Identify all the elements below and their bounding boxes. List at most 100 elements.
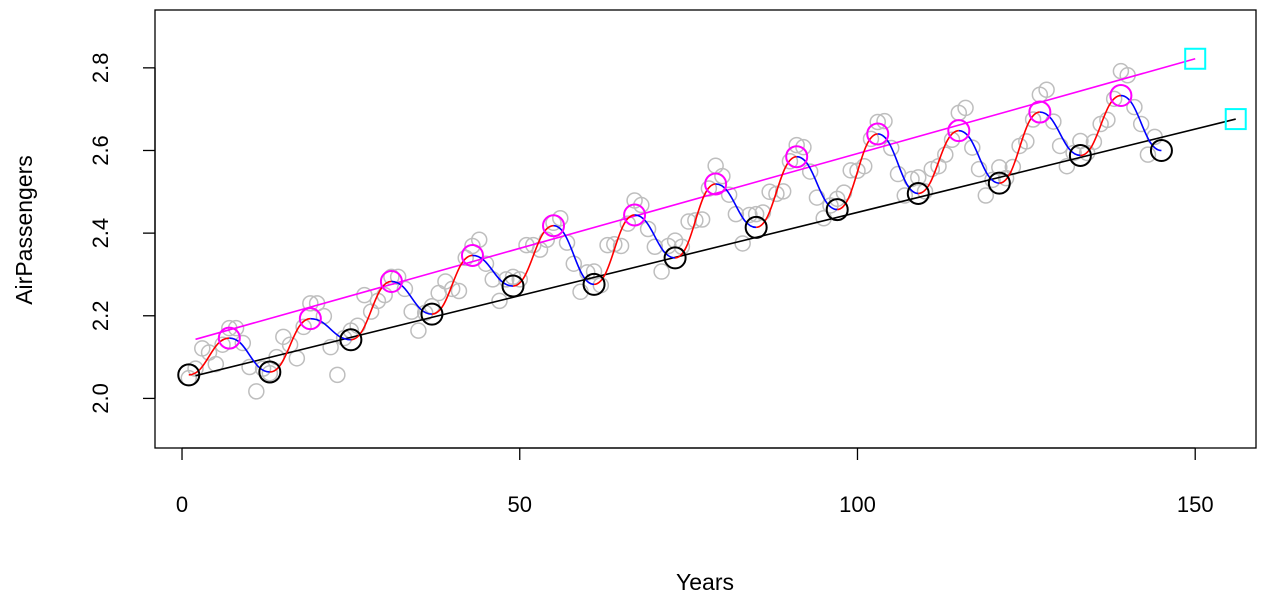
rising-segment — [350, 280, 392, 341]
trough-point — [501, 274, 525, 298]
observation-point — [430, 284, 447, 302]
y-tick-label: 2.6 — [88, 135, 113, 166]
observation-point — [403, 303, 420, 320]
observation-point — [248, 383, 265, 400]
observation-point — [1085, 133, 1103, 151]
observation-point — [869, 113, 886, 131]
observation-point — [720, 186, 738, 203]
observation-point — [1038, 81, 1055, 98]
trough-point — [420, 302, 444, 326]
observation-point — [734, 235, 751, 252]
x-tick-label: 100 — [839, 492, 876, 517]
falling-segment — [229, 337, 270, 373]
observation-point — [261, 364, 279, 382]
observation-point — [977, 187, 995, 204]
trough-point — [177, 363, 201, 387]
peak-point — [947, 119, 971, 143]
observation-point — [234, 334, 252, 352]
falling-segment — [634, 214, 676, 259]
forecast-point — [1184, 47, 1207, 70]
observation-point — [511, 271, 528, 288]
observation-point — [1139, 146, 1157, 163]
observation-point — [741, 206, 758, 224]
trough-point — [1149, 138, 1173, 162]
trough-point — [906, 181, 930, 205]
observation-point — [1024, 111, 1042, 128]
observation-point — [491, 292, 508, 310]
rising-segment — [918, 129, 960, 195]
trough-point — [1068, 143, 1092, 167]
rising-segment — [512, 224, 554, 287]
data-layer — [177, 47, 1247, 400]
observation-point — [957, 99, 974, 117]
rising-segment — [836, 133, 878, 211]
observation-point — [1105, 90, 1123, 108]
observation-point — [187, 360, 204, 377]
y-tick-label: 2.8 — [88, 53, 113, 84]
trough-point — [825, 198, 849, 222]
trough-point — [582, 272, 606, 296]
y-axis-title: AirPassengers — [11, 155, 37, 305]
observation-point — [808, 189, 826, 206]
observation-point — [1051, 137, 1069, 155]
peak-point — [704, 172, 728, 196]
observation-point — [484, 271, 501, 288]
peak-point — [1109, 84, 1133, 108]
falling-segment — [796, 155, 838, 211]
trough-point — [987, 171, 1011, 195]
rising-segment — [269, 317, 311, 373]
rising-segment — [674, 183, 716, 259]
rising-segment — [1080, 94, 1122, 157]
rising-segment — [431, 254, 473, 315]
falling-segment — [958, 129, 1000, 184]
observation-point — [356, 286, 373, 304]
observation-point — [329, 366, 346, 384]
y-tick-label: 2.4 — [88, 218, 113, 249]
observation-point — [1132, 115, 1150, 133]
observation-point — [552, 210, 569, 227]
peak-point — [298, 307, 322, 331]
trough-trend-line — [195, 118, 1236, 377]
falling-segment — [715, 183, 757, 229]
falling-segment — [391, 280, 433, 315]
trough-point — [663, 246, 687, 270]
observation-point — [302, 295, 319, 312]
forecast-point — [1224, 108, 1247, 131]
rising-segment — [999, 111, 1041, 184]
observation-point — [714, 167, 731, 185]
observation-point — [788, 136, 805, 154]
observation-point — [504, 268, 522, 286]
x-tick-label: 150 — [1177, 492, 1214, 517]
observation-point — [207, 355, 225, 373]
observation-point — [984, 171, 1001, 189]
observation-point — [896, 187, 914, 204]
y-tick-label: 2.0 — [88, 383, 113, 414]
observation-point — [1018, 133, 1035, 150]
observation-point — [801, 163, 819, 180]
observation-point — [410, 322, 427, 339]
observation-point — [707, 157, 724, 175]
observation-point — [943, 131, 961, 148]
observation-point — [295, 318, 312, 336]
observation-point — [612, 237, 630, 255]
observation-point — [964, 139, 981, 156]
y-tick-label: 2.2 — [88, 300, 113, 331]
observation-point — [1126, 98, 1143, 116]
observation-point — [241, 358, 258, 376]
peak-trend-line — [195, 57, 1196, 341]
observation-point — [450, 282, 468, 300]
observation-point — [768, 185, 785, 203]
rising-segment — [188, 337, 230, 376]
peak-point — [460, 243, 484, 267]
y-axis: 2.0 2.2 2.4 2.6 2.8 — [88, 53, 156, 414]
observation-point — [910, 169, 927, 186]
observation-point — [579, 264, 596, 281]
observation-point — [693, 211, 711, 228]
rising-segment — [593, 214, 635, 286]
peak-point — [217, 326, 241, 350]
falling-segment — [553, 224, 595, 286]
observation-point — [970, 160, 988, 178]
peak-point — [866, 122, 890, 146]
falling-segment — [310, 317, 351, 341]
